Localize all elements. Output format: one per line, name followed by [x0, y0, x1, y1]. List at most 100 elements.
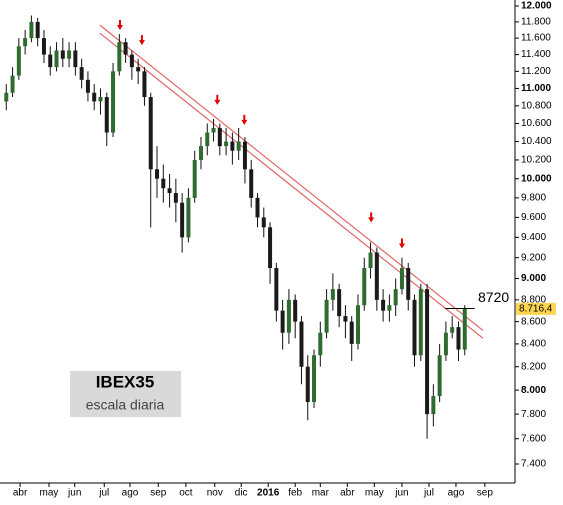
candle-body — [349, 321, 354, 344]
candle-body — [60, 50, 65, 59]
candle-body — [98, 97, 103, 102]
y-tick-label: 7.600 — [521, 433, 546, 444]
x-tick-label: 2016 — [257, 488, 280, 499]
candle-body — [381, 299, 386, 311]
candle-body — [148, 97, 153, 170]
candle-body — [305, 366, 310, 403]
y-tick-label: 11.000 — [521, 83, 551, 94]
y-tick-label: 7.400 — [521, 459, 546, 470]
y-tick-label: 8.400 — [521, 339, 546, 350]
candle-body — [437, 355, 442, 397]
candle-body — [412, 299, 417, 356]
candle-body — [180, 202, 185, 238]
candle-body — [211, 127, 216, 133]
x-tick-label: jul — [98, 488, 109, 499]
y-tick-label: 8.600 — [521, 316, 546, 327]
candle-body — [268, 227, 273, 269]
candle-body — [117, 42, 122, 72]
y-tick-label: 8.200 — [521, 361, 546, 372]
x-tick-label: abr — [13, 488, 28, 499]
x-tick-label: may — [40, 488, 59, 499]
legend-box — [70, 371, 181, 417]
candle-body — [4, 92, 9, 102]
level-label: 8720 — [478, 289, 509, 305]
x-tick-label: sep — [150, 488, 167, 499]
x-tick-label: dic — [235, 488, 248, 499]
candle-body — [299, 321, 304, 367]
y-tick-label: 11.400 — [521, 49, 551, 60]
candle-body — [198, 146, 203, 160]
candle-body — [136, 67, 141, 72]
candle-body — [255, 197, 260, 218]
candle-body — [236, 141, 241, 151]
x-tick-label: feb — [288, 488, 302, 499]
marker-arrow — [116, 19, 123, 30]
marker-arrow — [368, 212, 375, 223]
candle-body — [111, 71, 116, 133]
candle-body — [343, 316, 348, 322]
candle-body — [186, 197, 191, 238]
y-tick-label: 11.200 — [521, 66, 551, 77]
candle-body — [368, 252, 373, 269]
candle-body — [374, 252, 379, 300]
candle-body — [318, 332, 323, 356]
candle-body — [16, 46, 21, 76]
y-tick-label: 10.000 — [521, 173, 552, 184]
candle-body — [205, 132, 210, 147]
y-tick-label: 7.800 — [521, 409, 546, 420]
candle-body — [67, 50, 72, 59]
marker-arrow — [398, 238, 405, 249]
x-tick-label: ago — [122, 488, 139, 499]
y-tick-label: 8.800 — [521, 294, 546, 305]
y-tick-label: 11.600 — [521, 33, 551, 44]
candle-body — [393, 289, 398, 306]
candle-body — [337, 289, 342, 317]
candle-body — [123, 42, 128, 55]
candle-body — [330, 289, 335, 300]
candle-body — [399, 268, 404, 290]
x-tick-label: jul — [423, 488, 434, 499]
candle-body — [450, 327, 455, 333]
candle-body — [79, 67, 84, 80]
y-tick-label: 9.800 — [521, 192, 546, 203]
candle-body — [173, 193, 178, 203]
y-tick-label: 10.800 — [521, 100, 552, 111]
candle-body — [280, 310, 285, 333]
candle-body — [161, 178, 166, 189]
candle-body — [242, 141, 247, 170]
candle-body — [10, 75, 15, 93]
candle-body — [41, 38, 46, 55]
candle-body — [155, 169, 160, 179]
y-tick-label: 10.200 — [521, 155, 552, 166]
candle-body — [406, 268, 411, 300]
trend-line — [99, 32, 484, 339]
candle-body — [462, 308, 467, 350]
chart-subtitle: escala diaria — [86, 397, 165, 413]
x-tick-label: nov — [207, 488, 223, 499]
marker-arrow — [241, 114, 248, 125]
candle-body — [249, 169, 254, 198]
candle-body — [224, 141, 229, 147]
y-tick-label: 9.400 — [521, 232, 546, 243]
y-tick-label: 12.000 — [521, 1, 552, 12]
candle-body — [418, 289, 423, 356]
candle-body — [167, 188, 172, 194]
x-tick-label: ago — [448, 488, 465, 499]
trend-line — [99, 24, 484, 331]
candle-body — [425, 289, 430, 415]
candle-body — [54, 50, 59, 68]
y-tick-label: 10.600 — [521, 118, 552, 129]
candle-body — [443, 332, 448, 356]
y-tick-label: 9.200 — [521, 252, 546, 263]
chart-title: IBEX35 — [96, 372, 155, 391]
price-tag-label: 8.716,4 — [519, 304, 553, 315]
candle-body — [324, 299, 329, 333]
candle-body — [73, 50, 78, 68]
y-tick-label: 8.000 — [521, 385, 546, 396]
candle-body — [23, 38, 28, 47]
candle-body — [286, 299, 291, 333]
candle-body — [217, 127, 222, 147]
candle-body — [355, 305, 360, 344]
candle-body — [142, 71, 147, 98]
